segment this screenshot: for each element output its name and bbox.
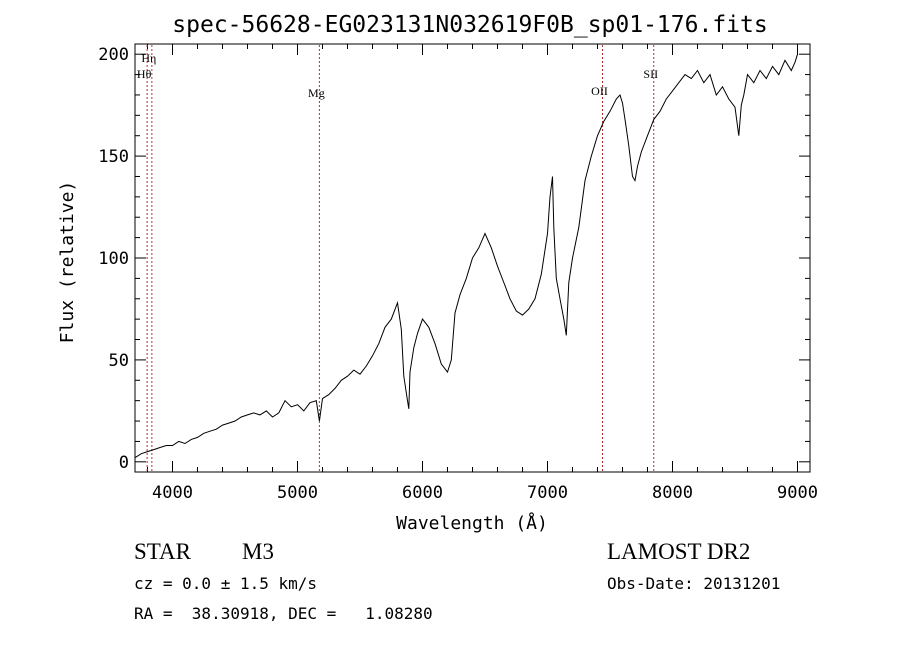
chart-title: spec-56628-EG023131N032619F0B_sp01-176.f… — [172, 12, 767, 38]
ra-dec: RA = 38.30918, DEC = 1.08280 — [134, 604, 433, 623]
spectral-line-label: Hθ — [137, 67, 152, 81]
x-tick-label: 6000 — [402, 483, 443, 503]
spectral-line-label: Mg — [308, 86, 325, 100]
object-subclass: M3 — [242, 539, 274, 564]
spectral-line-label: OII — [591, 84, 608, 98]
plot-area: 4000 5000 6000 7000 8000 9000 0 50 100 150 200 Hη Hθ… — [98, 43, 818, 503]
x-axis-label: Wavelength (Å) — [396, 512, 548, 534]
y-tick-label: 50 — [109, 351, 129, 371]
x-tick-label: 5000 — [277, 483, 318, 503]
x-tick-label: 7000 — [527, 483, 568, 503]
spectral-line-label: SII — [643, 67, 658, 81]
redshift-cz: cz = 0.0 ± 1.5 km/s — [134, 574, 318, 593]
x-tick-label: 9000 — [777, 483, 818, 503]
y-tick-label: 100 — [98, 249, 129, 269]
survey-name: LAMOST DR2 — [607, 539, 751, 564]
x-tick-label: 4000 — [152, 483, 193, 503]
object-type: STAR — [134, 539, 191, 564]
y-tick-label: 200 — [98, 45, 129, 65]
spectral-line-label: Hη — [141, 51, 156, 65]
x-tick-label: 8000 — [652, 483, 693, 503]
y-tick-label: 0 — [119, 453, 129, 473]
spectrum-line — [134, 54, 798, 459]
y-tick-label: 150 — [98, 147, 129, 167]
observation-date: Obs-Date: 20131201 — [607, 574, 781, 593]
y-axis-label: Flux (relative) — [57, 181, 78, 344]
